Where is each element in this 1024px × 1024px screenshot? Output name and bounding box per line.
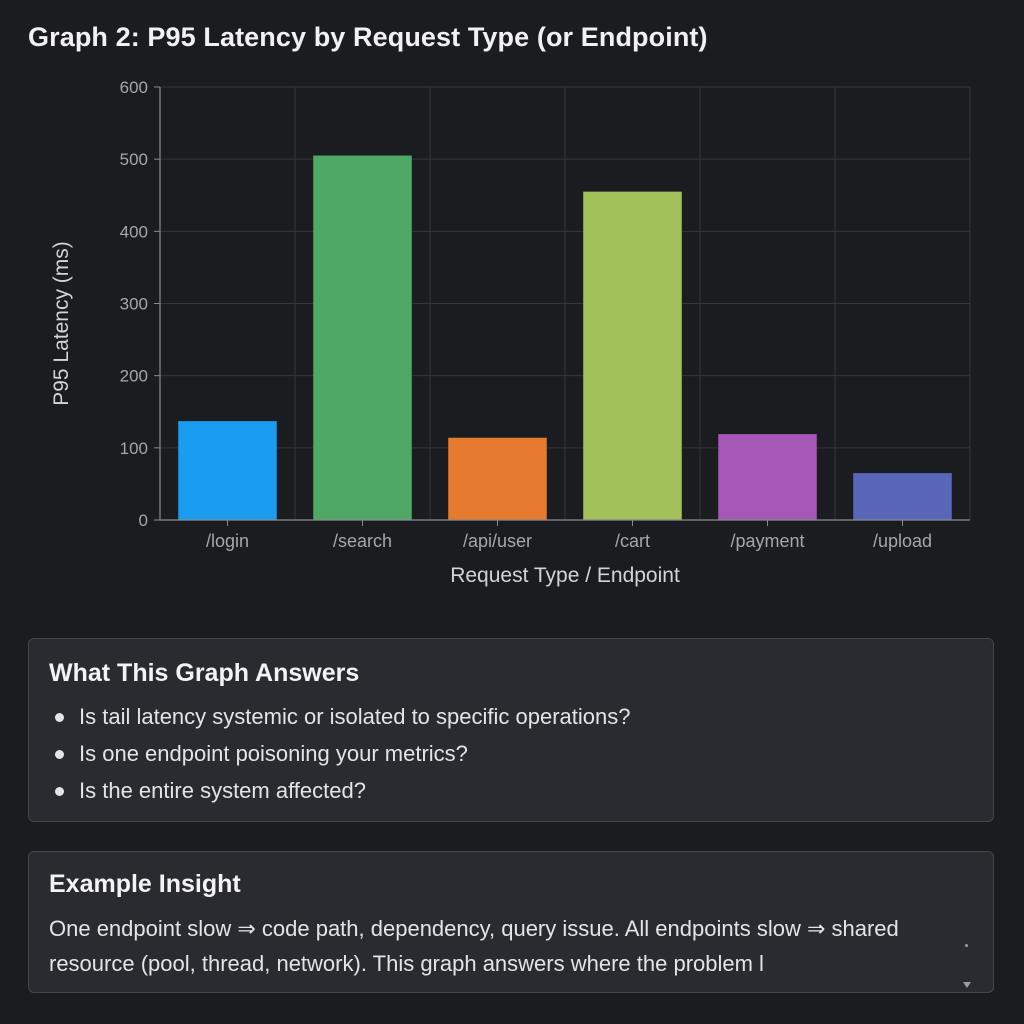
bar-payment xyxy=(718,434,817,520)
insight-card-heading: Example Insight xyxy=(49,870,241,898)
x-tick-label: /search xyxy=(333,531,392,551)
y-tick-label: 200 xyxy=(120,367,148,386)
x-tick-label: /upload xyxy=(873,531,932,551)
x-tick-label: /login xyxy=(206,531,249,551)
bullet-dot-icon xyxy=(55,750,64,759)
x-axis-label: Request Type / Endpoint xyxy=(450,564,680,587)
scroll-down-arrow-icon[interactable] xyxy=(963,982,971,988)
answers-list-item: Is tail latency systemic or isolated to … xyxy=(49,702,973,739)
answers-card: What This Graph Answers Is tail latency … xyxy=(28,638,994,822)
y-axis-label: P95 Latency (ms) xyxy=(50,241,73,406)
insight-card[interactable]: Example Insight One endpoint slow ⇒ code… xyxy=(28,851,994,993)
scroll-thumb-icon[interactable] xyxy=(965,944,968,947)
bar-apiuser xyxy=(448,437,547,520)
answers-card-heading: What This Graph Answers xyxy=(49,659,360,687)
y-tick-label: 400 xyxy=(120,222,148,241)
answers-list-item-text: Is tail latency systemic or isolated to … xyxy=(79,704,631,729)
x-tick-label: /payment xyxy=(730,531,804,551)
answers-list-item: Is one endpoint poisoning your metrics? xyxy=(49,739,973,776)
answers-list-item-text: Is one endpoint poisoning your metrics? xyxy=(79,741,468,766)
answers-list-item: Is the entire system affected? xyxy=(49,776,973,813)
y-tick-label: 500 xyxy=(120,150,148,169)
x-tick-label: /api/user xyxy=(463,531,532,551)
scrollbar[interactable] xyxy=(963,944,971,994)
latency-bar-chart: 0 100 200 300 400 500 600/login/search/api/use… xyxy=(50,78,971,587)
y-tick-label: 300 xyxy=(120,295,148,314)
bar-search xyxy=(313,155,412,520)
bar-login xyxy=(178,421,277,520)
bullet-dot-icon xyxy=(55,787,64,796)
answers-list-item-text: Is the entire system affected? xyxy=(79,778,366,803)
insight-text: One endpoint slow ⇒ code path, dependenc… xyxy=(49,916,899,976)
bar-upload xyxy=(853,473,952,520)
answers-list: Is tail latency systemic or isolated to … xyxy=(49,702,973,813)
y-tick-label: 600 xyxy=(120,78,148,97)
y-tick-label: 0 xyxy=(139,511,148,530)
page-title: Graph 2: P95 Latency by Request Type (or… xyxy=(28,22,708,52)
bullet-dot-icon xyxy=(55,713,64,722)
y-tick-label: 100 xyxy=(120,439,148,458)
bar-cart xyxy=(583,191,682,520)
x-tick-label: /cart xyxy=(615,531,650,551)
